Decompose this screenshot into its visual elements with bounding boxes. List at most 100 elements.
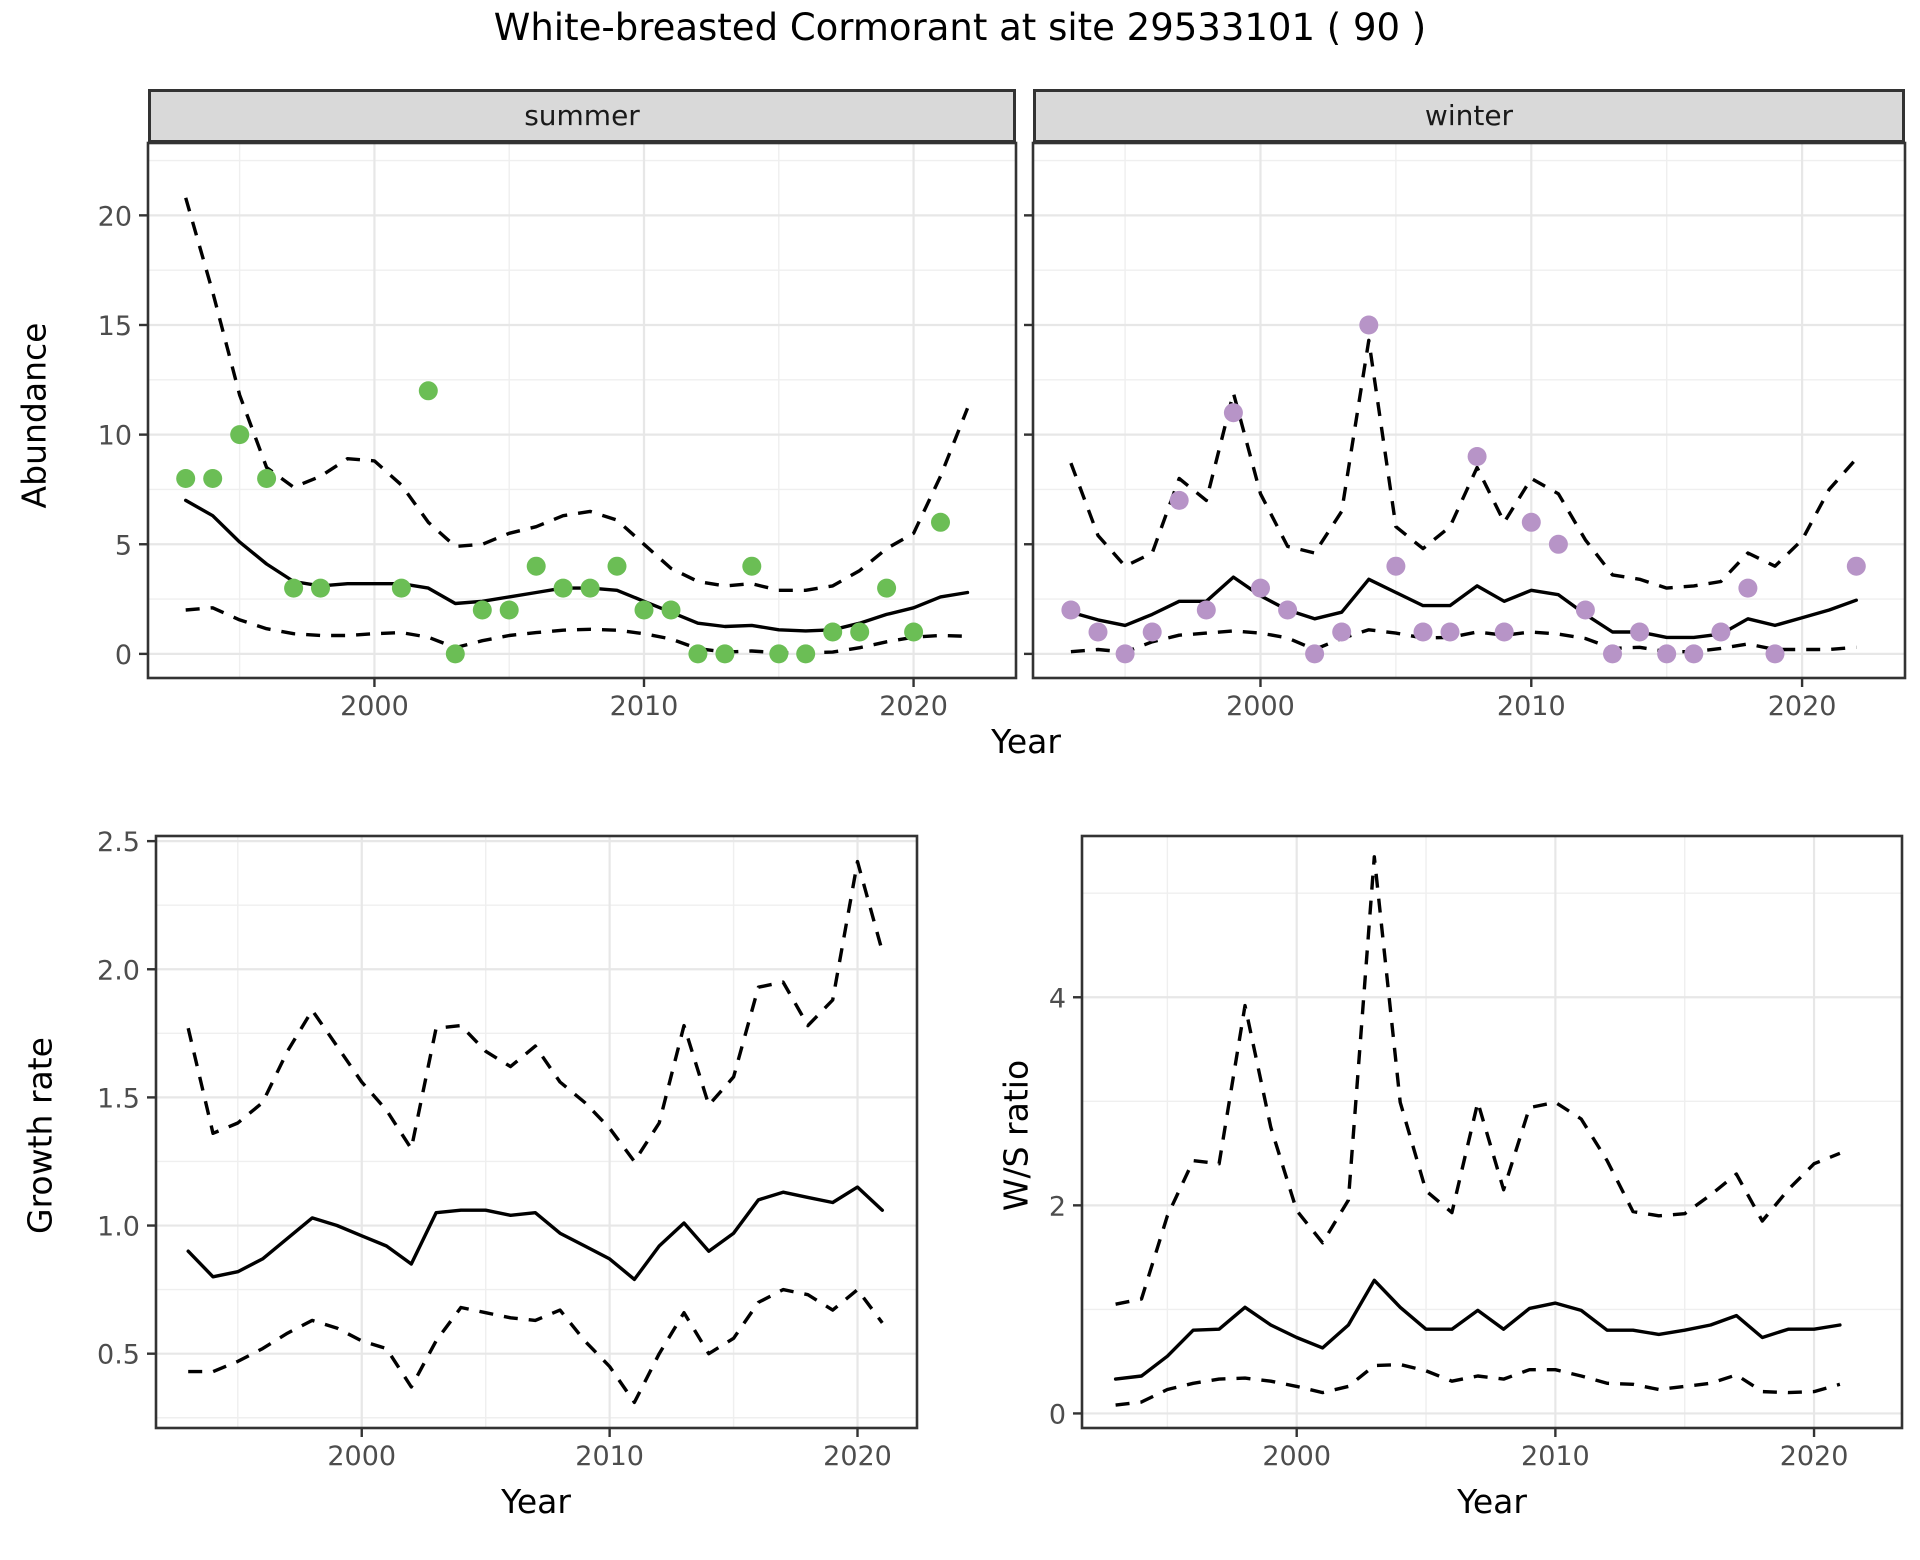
winter-x-tick-label: 2000 <box>1226 691 1295 722</box>
winter-x-tick-label: 2020 <box>1768 691 1837 722</box>
ws-axis-ticks: 2000 2010 2020 0 2 4 <box>1049 983 1849 1472</box>
winter-observation-points <box>1061 315 1866 664</box>
winter-point <box>1386 556 1406 576</box>
summer-point <box>230 425 250 445</box>
growth-lower-ci-line <box>188 1287 884 1405</box>
summer-panel-background <box>148 143 1016 678</box>
summer-panel: 2000 2010 2020 0 5 10 15 20 <box>98 141 1018 722</box>
summer-point <box>823 622 843 642</box>
summer-axis-ticks: 2000 2010 2020 0 5 10 15 20 <box>98 201 948 722</box>
winter-point <box>1494 622 1514 642</box>
summer-point <box>203 469 223 488</box>
winter-point <box>1684 644 1704 664</box>
winter-point <box>1440 622 1460 642</box>
summer-panel-border <box>146 141 1018 680</box>
summer-point <box>176 469 196 488</box>
ws-y-tick-label: 2 <box>1049 1191 1066 1222</box>
summer-y-tick-label: 10 <box>98 421 132 452</box>
winter-point <box>1251 578 1270 598</box>
winter-point <box>1278 600 1298 620</box>
summer-point <box>284 578 304 598</box>
winter-lower-ci-line <box>1070 628 1857 654</box>
summer-point <box>796 644 816 664</box>
winter-point <box>1413 622 1433 642</box>
summer-point <box>931 512 950 532</box>
winter-point <box>1765 644 1785 664</box>
winter-point <box>1196 600 1216 620</box>
summer-point <box>445 644 465 664</box>
summer-lower-ci-line <box>185 606 968 655</box>
winter-point <box>1359 315 1379 335</box>
winter-upper-ci-line <box>1069 338 1858 590</box>
winter-point <box>1603 644 1622 664</box>
plot-title: White-breasted Cormorant at site 2953310… <box>493 6 1427 49</box>
ws-x-tick-label: 2010 <box>1521 1441 1590 1472</box>
summer-point <box>391 578 411 598</box>
growth-grid-major <box>156 836 917 1428</box>
summer-point <box>607 556 627 576</box>
winter-panel-border <box>1031 141 1907 680</box>
summer-y-tick-label: 20 <box>98 201 132 232</box>
ws-panel-background <box>1082 836 1902 1428</box>
y-axis-title-growth-rate: Growth rate <box>20 1037 60 1234</box>
ws-median-line <box>1113 1278 1842 1381</box>
winter-point <box>1115 644 1135 664</box>
winter-axis-ticks: 2000 2010 2020 <box>1024 214 1837 722</box>
ws-lower-ci-line <box>1115 1362 1841 1407</box>
ws-x-tick-label: 2000 <box>1262 1441 1331 1472</box>
winter-panel-background <box>1033 143 1905 678</box>
winter-point <box>1169 490 1189 510</box>
ws-y-tick-label: 0 <box>1049 1399 1066 1430</box>
winter-point <box>1711 622 1731 642</box>
summer-point <box>904 622 924 642</box>
winter-grid-minor <box>1033 143 1905 678</box>
summer-point <box>661 600 681 620</box>
ws-upper-ci-line <box>1115 855 1841 1306</box>
growth-grid-minor <box>156 836 917 1428</box>
summer-point <box>877 578 897 598</box>
winter-point <box>1846 556 1866 576</box>
winter-point <box>1332 622 1352 642</box>
summer-y-tick-label: 15 <box>98 311 132 342</box>
ws-x-tick-label: 2020 <box>1780 1441 1849 1472</box>
summer-point <box>850 622 870 642</box>
summer-point <box>526 556 546 576</box>
summer-y-tick-label: 5 <box>115 530 132 561</box>
growth-panel: 2000 2010 2020 0.5 1.0 1.5 2.0 2.5 <box>97 827 919 1472</box>
winter-point <box>1467 447 1487 466</box>
ws-panel-border <box>1080 834 1904 1430</box>
growth-upper-ci-line <box>186 859 884 1164</box>
winter-point <box>1657 644 1677 664</box>
ws-grid-major <box>1082 836 1902 1428</box>
growth-axis-ticks: 2000 2010 2020 0.5 1.0 1.5 2.0 2.5 <box>97 827 892 1472</box>
growth-x-tick-label: 2010 <box>575 1441 644 1472</box>
summer-upper-ci-line <box>184 197 970 592</box>
summer-point <box>688 644 708 664</box>
x-axis-title-year-bottom-right: Year <box>1457 1482 1527 1521</box>
summer-point <box>418 381 438 401</box>
winter-point <box>1548 534 1568 554</box>
summer-point <box>499 600 519 620</box>
y-axis-title-ws-ratio: W/S ratio <box>996 1059 1036 1212</box>
winter-point <box>1630 622 1650 642</box>
winter-point <box>1738 578 1758 598</box>
summer-x-tick-label: 2010 <box>610 691 679 722</box>
growth-panel-background <box>156 836 917 1428</box>
growth-x-tick-label: 2000 <box>327 1441 396 1472</box>
winter-x-tick-label: 2010 <box>1497 691 1566 722</box>
x-axis-title-year-top: Year <box>991 722 1061 761</box>
winter-point <box>1061 600 1081 620</box>
winter-point <box>1088 622 1108 642</box>
summer-point <box>742 556 762 576</box>
summer-point <box>553 578 573 598</box>
growth-y-tick-label: 2.0 <box>97 955 140 986</box>
winter-point <box>1575 600 1595 620</box>
summer-point <box>769 644 789 664</box>
growth-y-tick-label: 0.5 <box>97 1340 140 1371</box>
ws-panel: 2000 2010 2020 0 2 4 <box>1049 834 1904 1472</box>
summer-y-tick-label: 0 <box>115 640 132 671</box>
winter-panel: 2000 2010 2020 <box>1024 141 1907 722</box>
growth-x-tick-label: 2020 <box>823 1441 892 1472</box>
summer-observation-points <box>176 381 950 664</box>
